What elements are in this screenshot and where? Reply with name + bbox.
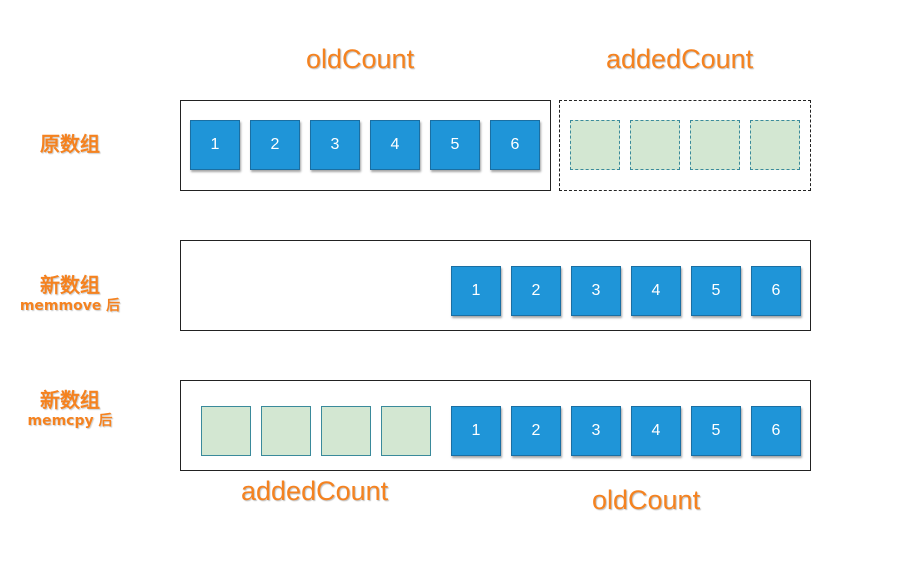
- heading-old-count-bottom: oldCount: [592, 485, 701, 515]
- heading-added-count-top: addedCount: [606, 44, 754, 74]
- memmove-element-3: 3: [571, 266, 621, 316]
- added-slots-frame: [559, 100, 811, 191]
- original-element-3: 3: [310, 120, 360, 170]
- memmove-element-1: 1: [451, 266, 501, 316]
- original-element-4: 4: [370, 120, 420, 170]
- memcpy-element-2: 2: [511, 406, 561, 456]
- memmove-element-4: 4: [631, 266, 681, 316]
- memcpy-added-slot-3: [321, 406, 371, 456]
- original-element-5: 5: [430, 120, 480, 170]
- memcpy-element-3: 3: [571, 406, 621, 456]
- memcpy-added-slot-1: [201, 406, 251, 456]
- memmove-array-frame: 1 2 3 4 5 6: [180, 240, 811, 331]
- added-slot-2: [630, 120, 680, 170]
- memmove-element-5: 5: [691, 266, 741, 316]
- row-label-original: 原数组: [30, 132, 110, 156]
- memcpy-element-1: 1: [451, 406, 501, 456]
- row-label-after-memmove-text: 新数组: [40, 273, 100, 297]
- row-label-after-memcpy: 新数组 memcpy 后: [10, 388, 130, 432]
- memcpy-added-slot-2: [261, 406, 311, 456]
- row-label-after-memcpy-text: 新数组: [40, 388, 100, 412]
- added-slot-1: [570, 120, 620, 170]
- memcpy-added-slot-4: [381, 406, 431, 456]
- original-element-1: 1: [190, 120, 240, 170]
- row-label-after-memmove-sub: memmove 后: [19, 298, 121, 314]
- memcpy-element-5: 5: [691, 406, 741, 456]
- memmove-element-6: 6: [751, 266, 801, 316]
- added-slot-3: [690, 120, 740, 170]
- heading-added-count-bottom: addedCount: [241, 476, 389, 506]
- original-array-frame: 1 2 3 4 5 6: [180, 100, 551, 191]
- original-element-6: 6: [490, 120, 540, 170]
- row-label-after-memmove: 新数组 memmove 后: [10, 273, 130, 317]
- memcpy-element-6: 6: [751, 406, 801, 456]
- row-label-after-memcpy-sub: memcpy 后: [27, 413, 113, 429]
- memcpy-element-4: 4: [631, 406, 681, 456]
- memmove-element-2: 2: [511, 266, 561, 316]
- heading-old-count-top: oldCount: [306, 44, 415, 74]
- original-element-2: 2: [250, 120, 300, 170]
- memcpy-array-frame: 1 2 3 4 5 6: [180, 380, 811, 471]
- row-label-original-text: 原数组: [40, 132, 100, 156]
- added-slot-4: [750, 120, 800, 170]
